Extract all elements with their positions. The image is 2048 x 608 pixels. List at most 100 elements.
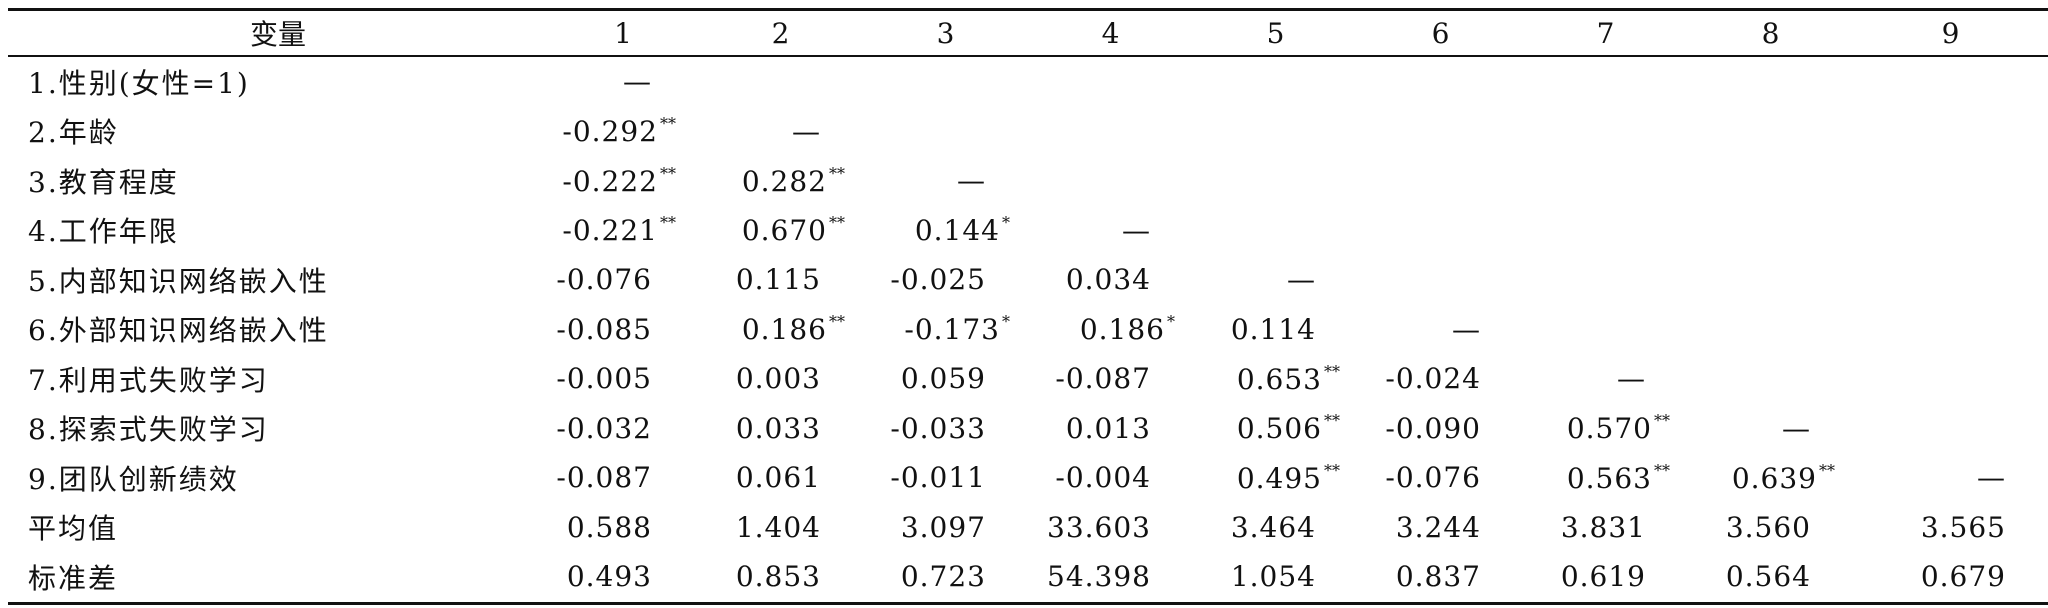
cell-value: 33.603 xyxy=(1047,510,1151,544)
table-cell: 3.097 xyxy=(863,503,1028,553)
cell-value: 1.404 xyxy=(735,510,821,544)
cell-value: -0.024 xyxy=(1385,362,1481,396)
header-col-7: 7 xyxy=(1523,8,1688,57)
significance-marker: ** xyxy=(1654,411,1670,431)
table-cell: 0.653 ** xyxy=(1193,354,1358,404)
cell-value: — xyxy=(1782,411,1811,445)
table-cell: -0.087 xyxy=(548,453,698,503)
table-cell xyxy=(1358,255,1523,305)
table-cell: 0.619 xyxy=(1523,552,1688,605)
row-label: 3.教育程度 xyxy=(28,165,179,199)
table-row: 5.内部知识网络嵌入性 -0.076 0.115 -0.025 0.034 — xyxy=(8,255,2048,305)
table-cell: 54.398 xyxy=(1028,552,1193,605)
header-col-3: 3 xyxy=(863,8,1028,57)
table-cell xyxy=(863,56,1028,107)
cell-value: 0.003 xyxy=(735,362,821,396)
significance-marker: ** xyxy=(829,163,845,183)
table-cell xyxy=(1193,107,1358,157)
table-cell xyxy=(1853,305,2048,355)
table-cell xyxy=(1688,305,1853,355)
table-cell: 3.244 xyxy=(1358,503,1523,553)
cell-value: 0.495 xyxy=(1236,461,1322,495)
row-label: 8.探索式失败学习 xyxy=(28,413,269,447)
row-label: 标准差 xyxy=(8,552,548,605)
table-cell: -0.011 xyxy=(863,453,1028,503)
significance-marker: ** xyxy=(660,213,676,233)
cell-value: 0.563 xyxy=(1566,461,1652,495)
table-cell: — xyxy=(1358,305,1523,355)
significance-marker: * xyxy=(1002,312,1010,332)
table-cell: 0.282 ** xyxy=(698,156,863,206)
table-row: 平均值 0.588 1.404 3.097 33.603 3.464 3.244 3.831 3… xyxy=(8,503,2048,553)
row-label: 9.团队创新绩效 xyxy=(28,462,239,496)
table-cell xyxy=(863,107,1028,157)
cell-value: 0.059 xyxy=(900,362,986,396)
table-cell: 0.670 ** xyxy=(698,206,863,256)
row-label: 1.性别(女性=1) xyxy=(28,66,250,100)
table-cell: — xyxy=(1193,255,1358,305)
table-cell xyxy=(1358,56,1523,107)
table-cell xyxy=(698,56,863,107)
cell-value: 0.853 xyxy=(735,560,821,594)
table-cell xyxy=(1688,56,1853,107)
table-cell: — xyxy=(1688,404,1853,454)
table-cell: 0.003 xyxy=(698,354,863,404)
cell-value: 0.493 xyxy=(566,560,652,594)
cell-value: -0.085 xyxy=(556,312,652,346)
table-cell: — xyxy=(698,107,863,157)
table-row: 1.性别(女性=1) — xyxy=(8,56,2048,107)
cell-value: 0.144 xyxy=(914,214,1000,248)
table-cell: — xyxy=(1523,354,1688,404)
table-cell: 0.034 xyxy=(1028,255,1193,305)
cell-value: 0.033 xyxy=(735,411,821,445)
table-cell xyxy=(1358,107,1523,157)
cell-value: -0.090 xyxy=(1385,411,1481,445)
cell-value: — xyxy=(1287,263,1316,297)
table-cell xyxy=(1853,404,2048,454)
cell-value: 3.097 xyxy=(900,510,986,544)
cell-value: -0.222 xyxy=(562,164,658,198)
cell-value: -0.173 xyxy=(904,313,1000,347)
significance-marker: ** xyxy=(1324,460,1340,480)
header-row: 变量 1 2 3 4 5 6 7 8 9 xyxy=(8,8,2048,57)
table-cell xyxy=(1853,56,2048,107)
cell-value: -0.076 xyxy=(1385,461,1481,495)
cell-value: — xyxy=(1122,213,1151,247)
table-cell: 33.603 xyxy=(1028,503,1193,553)
cell-value: -0.004 xyxy=(1055,461,1151,495)
table-cell xyxy=(1523,107,1688,157)
table-cell: 0.493 xyxy=(548,552,698,605)
table-cell xyxy=(1523,305,1688,355)
cell-value: 0.186 xyxy=(1079,313,1165,347)
table-cell: -0.085 xyxy=(548,305,698,355)
significance-marker: ** xyxy=(829,312,845,332)
table-cell: 0.837 xyxy=(1358,552,1523,605)
table-cell: 0.639 ** xyxy=(1688,453,1853,503)
table-cell: -0.087 xyxy=(1028,354,1193,404)
cell-value: 0.588 xyxy=(566,510,652,544)
table-cell xyxy=(1853,156,2048,206)
cell-value: -0.032 xyxy=(556,411,652,445)
table-cell: 0.853 xyxy=(698,552,863,605)
header-col-8: 8 xyxy=(1688,8,1853,57)
table-cell: 0.563 ** xyxy=(1523,453,1688,503)
table-cell: 1.054 xyxy=(1193,552,1358,605)
table-cell: 0.570 ** xyxy=(1523,404,1688,454)
significance-marker: ** xyxy=(1819,460,1835,480)
header-col-6: 6 xyxy=(1358,8,1523,57)
cell-value: -0.033 xyxy=(890,411,986,445)
table-cell xyxy=(1358,156,1523,206)
table-cell xyxy=(1853,354,2048,404)
table-cell: -0.173 * xyxy=(863,305,1028,355)
significance-marker: * xyxy=(1002,213,1010,233)
table-row: 8.探索式失败学习 -0.032 0.033 -0.033 0.013 0.506 ** -0… xyxy=(8,404,2048,454)
table-cell: -0.033 xyxy=(863,404,1028,454)
header-variable: 变量 xyxy=(8,8,548,57)
cell-value: 0.506 xyxy=(1236,412,1322,446)
table-cell: 0.495 ** xyxy=(1193,453,1358,503)
cell-value: 3.464 xyxy=(1230,510,1316,544)
cell-value: 0.114 xyxy=(1230,312,1316,346)
cell-value: -0.005 xyxy=(556,362,652,396)
cell-value: -0.221 xyxy=(562,214,658,248)
table-cell: — xyxy=(1853,453,2048,503)
